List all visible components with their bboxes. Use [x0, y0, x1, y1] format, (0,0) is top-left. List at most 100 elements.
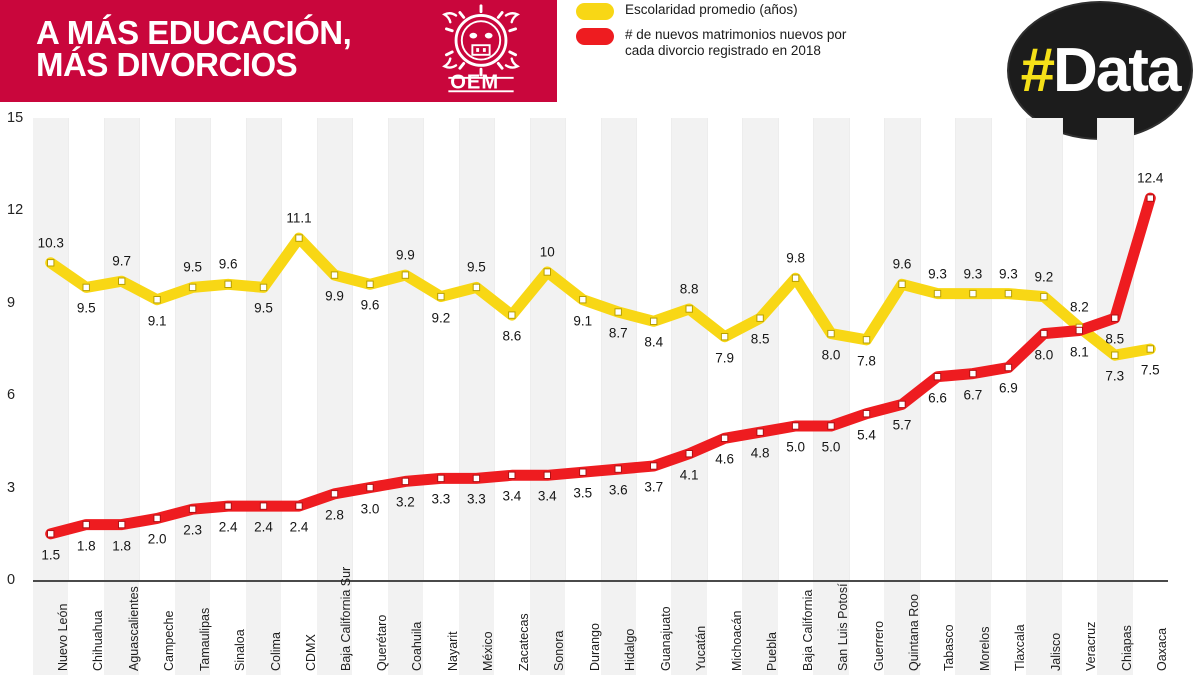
chart-legend: Escolaridad promedio (años) # de nuevos …	[576, 2, 906, 67]
data-point-marker	[1004, 363, 1013, 372]
data-point-label: 3.2	[396, 494, 415, 510]
x-axis-label: Tabasco	[942, 624, 957, 671]
grid-tick	[1097, 118, 1099, 580]
data-point-marker	[685, 305, 693, 313]
x-axis-label: Durango	[587, 623, 602, 671]
data-point-label: 12.4	[1137, 170, 1164, 186]
data-point-label: 10.3	[37, 235, 64, 251]
x-axis-label: Campeche	[162, 610, 177, 671]
data-point-label: 7.5	[1140, 362, 1160, 378]
data-point-label: 9.6	[892, 256, 912, 272]
data-point-marker	[720, 434, 729, 443]
grid-tick	[777, 118, 779, 580]
data-point-label: 1.8	[112, 538, 132, 554]
y-tick-label: 15	[7, 110, 24, 126]
data-point-label: 3.5	[573, 485, 593, 501]
data-point-marker	[188, 505, 197, 513]
data-point-label: 8.6	[502, 328, 522, 344]
data-point-label: 8.5	[1105, 331, 1125, 347]
data-point-marker	[650, 462, 658, 470]
data-point-label: 6.7	[963, 387, 983, 403]
legend-swatch-yellow	[576, 3, 614, 20]
data-point-label: 8.0	[821, 347, 841, 363]
data-point-label: 9.5	[254, 300, 273, 316]
data-point-marker	[437, 292, 445, 301]
grid-tick	[990, 118, 992, 580]
x-axis-label: Baja California	[800, 589, 815, 671]
chart-area: 0 3 6 9 12 15 Nuevo León Chihuahua Aguascalient…	[0, 102, 1200, 675]
data-point-marker	[898, 280, 906, 289]
y-tick-label: 9	[7, 294, 16, 311]
data-point-label: 9.1	[147, 313, 167, 329]
data-point-label: 7.3	[1105, 368, 1125, 384]
data-point-marker	[508, 311, 516, 319]
data-point-marker	[543, 268, 552, 276]
column-band-footer	[1026, 582, 1062, 675]
grid-tick	[529, 118, 531, 580]
x-axis-label: Querétaro	[374, 614, 389, 671]
data-point-marker	[543, 471, 552, 480]
data-point-label: 8.5	[750, 331, 770, 347]
data-point-label: 9.9	[325, 288, 344, 304]
column-band	[671, 118, 707, 580]
grid-tick	[955, 118, 957, 580]
grid-tick	[600, 118, 602, 580]
data-point-label: 10	[539, 244, 555, 260]
data-point-label: 8.2	[1069, 299, 1089, 315]
data-point-label: 3.3	[431, 491, 451, 507]
data-point-label: 9.8	[786, 250, 805, 266]
data-point-marker	[862, 336, 871, 344]
column-band	[742, 118, 778, 580]
x-axis-label: Aguascalientes	[126, 586, 141, 671]
data-point-marker	[259, 283, 268, 292]
x-axis-label: Guanajuato	[658, 606, 673, 671]
data-point-marker	[862, 410, 871, 418]
legend-label-escolaridad: Escolaridad promedio (años)	[625, 2, 798, 17]
x-axis-label: México	[481, 631, 496, 671]
grid-tick	[245, 118, 247, 580]
grid-tick	[706, 118, 708, 580]
column-band-footer	[387, 582, 424, 675]
grid-tick	[68, 118, 70, 580]
grid-tick	[316, 118, 318, 580]
data-point-marker	[969, 289, 977, 298]
data-point-label: 9.5	[76, 300, 96, 316]
column-band	[103, 118, 140, 580]
data-point-label: 3.4	[537, 488, 557, 504]
column-band-footer	[813, 582, 849, 675]
data-point-marker	[1004, 289, 1013, 298]
grid-tick	[352, 118, 354, 580]
data-point-label: 9.5	[183, 259, 202, 275]
data-point-label: 9.5	[466, 259, 486, 275]
grid-tick	[635, 118, 637, 580]
column-band-footer	[33, 582, 69, 675]
line-matrimonios	[45, 192, 1156, 540]
data-point-label: 4.1	[679, 467, 699, 483]
data-point-label: 9.1	[573, 313, 593, 329]
data-point-marker	[827, 329, 835, 338]
column-band	[600, 118, 636, 580]
data-point-label: 9.7	[112, 253, 132, 269]
data-point-label: 8.0	[1034, 347, 1054, 363]
data-point-label: 7.8	[857, 353, 876, 369]
x-axis-label: Guerrero	[871, 620, 886, 671]
data-point-marker	[437, 474, 445, 483]
data-point-marker	[47, 530, 55, 538]
data-point-marker	[330, 271, 339, 279]
x-axis-label: Colima	[268, 632, 283, 671]
data-point-marker	[47, 259, 55, 267]
grid-tick	[494, 118, 496, 580]
data-point-marker	[614, 465, 622, 473]
x-axis-label: Tlaxcala	[1013, 624, 1028, 671]
data-point-label: 2.4	[218, 519, 238, 535]
data-point-label: 9.6	[218, 256, 238, 272]
data-point-label: 1.8	[76, 538, 96, 554]
column-band	[955, 118, 991, 580]
column-band-footer	[174, 582, 211, 675]
data-point-label: 9.3	[963, 266, 983, 282]
column-band-footer	[742, 582, 778, 675]
data-point-label: 7.9	[715, 350, 735, 366]
legend-swatch-red	[576, 28, 614, 45]
data-point-marker	[1146, 194, 1154, 202]
x-axis-labels: Nuevo León Chihuahua Aguascalientes Campech…	[33, 567, 1169, 675]
